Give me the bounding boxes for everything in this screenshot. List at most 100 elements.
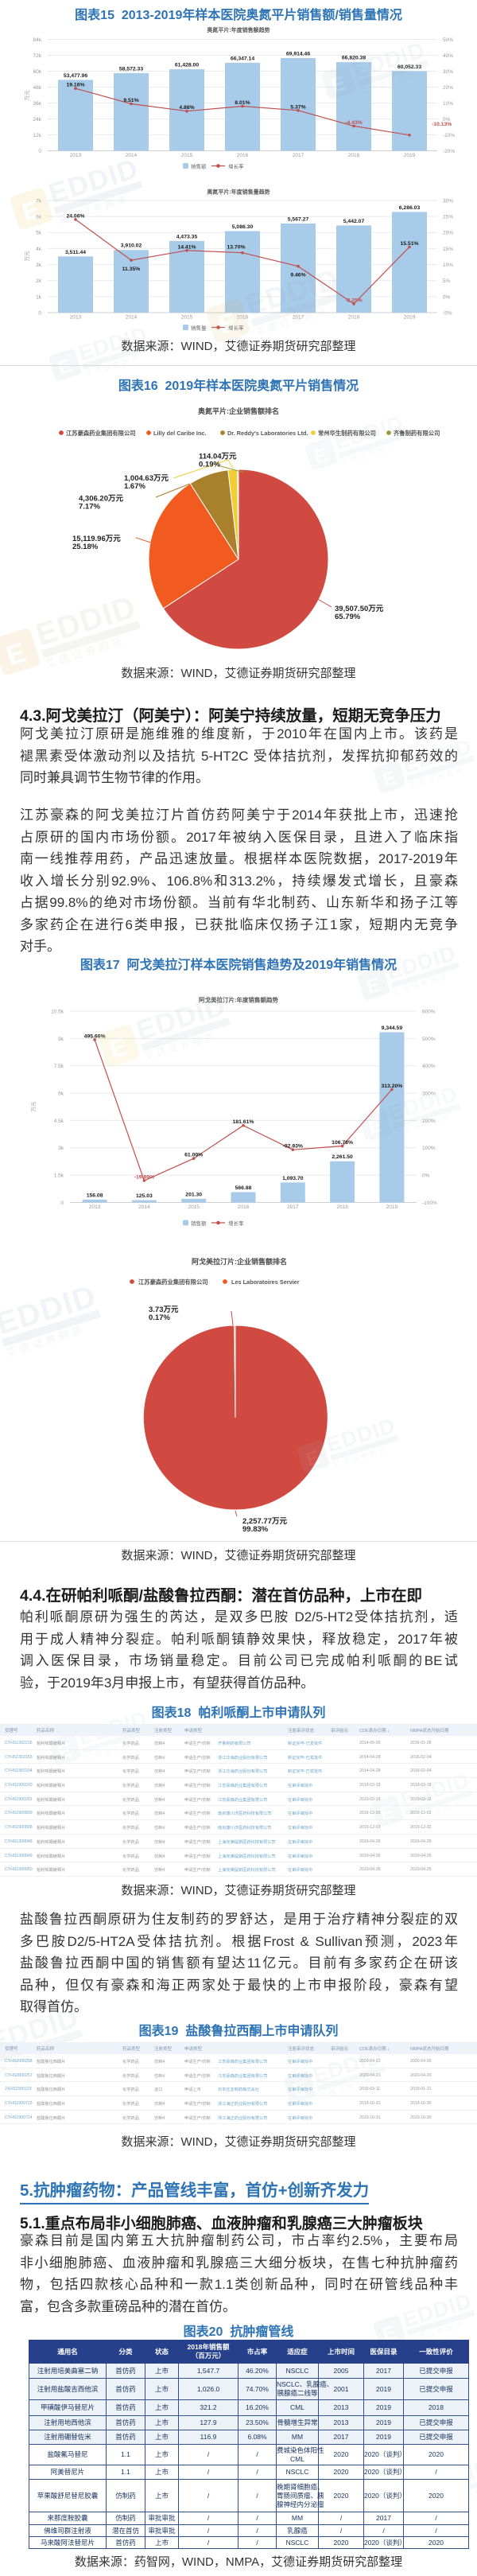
- svg-text:25.18%: 25.18%: [72, 543, 99, 551]
- svg-text:9.46%: 9.46%: [290, 273, 305, 278]
- svg-text:0%: 0%: [443, 117, 451, 123]
- svg-text:0: 0: [60, 1200, 64, 1206]
- svg-text:2014: 2014: [126, 315, 138, 321]
- svg-text:60k: 60k: [33, 69, 42, 75]
- svg-text:5.37%: 5.37%: [290, 104, 305, 110]
- svg-text:Lilly del Caribe Inc.: Lilly del Caribe Inc.: [153, 430, 207, 437]
- svg-text:1.67%: 1.67%: [124, 482, 145, 491]
- svg-text:53,477.96: 53,477.96: [64, 73, 87, 79]
- svg-text:9.51%: 9.51%: [123, 98, 138, 103]
- svg-text:E: E: [56, 1739, 74, 1764]
- svg-text:-10%: -10%: [443, 133, 455, 138]
- svg-text:2019: 2019: [386, 1204, 398, 1210]
- svg-text:200%: 200%: [422, 1119, 436, 1124]
- svg-text:61.00%: 61.00%: [184, 1153, 203, 1158]
- svg-text:阿戈美拉汀片:企业销售额排名: 阿戈美拉汀片:企业销售额排名: [192, 1257, 287, 1266]
- svg-text:24.06%: 24.06%: [66, 213, 84, 219]
- svg-text:4k: 4k: [36, 247, 42, 252]
- svg-text:4.5k: 4.5k: [54, 1119, 64, 1124]
- svg-text:-20%: -20%: [443, 149, 455, 154]
- svg-text:1,004.63万元: 1,004.63万元: [124, 474, 169, 483]
- svg-text:2017: 2017: [287, 1204, 299, 1210]
- svg-text:2016: 2016: [237, 153, 249, 158]
- svg-text:E: E: [378, 1801, 396, 1826]
- svg-text:-4.43%: -4.43%: [345, 120, 363, 126]
- svg-text:400%: 400%: [422, 1064, 436, 1069]
- svg-text:万元: 万元: [24, 90, 30, 101]
- svg-text:2019: 2019: [404, 153, 416, 158]
- svg-text:E: E: [366, 1115, 384, 1139]
- svg-text:增长率: 增长率: [228, 1220, 244, 1227]
- svg-text:156.08: 156.08: [87, 1193, 103, 1198]
- svg-text:1,093.70: 1,093.70: [282, 1176, 304, 1181]
- svg-text:100%: 100%: [422, 1146, 436, 1151]
- svg-text:15,119.96万元: 15,119.96万元: [72, 535, 121, 543]
- svg-text:2,261.50: 2,261.50: [332, 1154, 353, 1160]
- svg-text:15%: 15%: [443, 247, 453, 252]
- svg-text:2018: 2018: [336, 1204, 348, 1210]
- svg-text:19.16%: 19.16%: [66, 83, 84, 88]
- svg-text:0%: 0%: [422, 1173, 430, 1179]
- svg-text:2013: 2013: [89, 1204, 101, 1210]
- svg-text:-92.93%: -92.93%: [283, 1144, 303, 1150]
- svg-text:61,428.00: 61,428.00: [175, 63, 199, 68]
- svg-text:7.5k: 7.5k: [54, 1064, 64, 1069]
- svg-text:30%: 30%: [443, 69, 453, 75]
- svg-text:11.35%: 11.35%: [122, 267, 141, 272]
- svg-text:58,572.33: 58,572.33: [119, 66, 143, 72]
- svg-text:奥氮平片:年度销售额趋势: 奥氮平片:年度销售额趋势: [207, 26, 270, 33]
- svg-text:25%: 25%: [443, 215, 453, 220]
- svg-text:15.51%: 15.51%: [400, 241, 418, 247]
- svg-text:8.01%: 8.01%: [235, 100, 250, 106]
- svg-text:12k: 12k: [33, 133, 42, 138]
- svg-text:495.60%: 495.60%: [84, 1033, 106, 1039]
- svg-text:313.20%: 313.20%: [381, 1084, 402, 1089]
- svg-text:2014: 2014: [138, 1204, 150, 1210]
- svg-text:106.78%: 106.78%: [332, 1140, 353, 1146]
- svg-text:2015: 2015: [181, 153, 193, 158]
- svg-text:2016: 2016: [238, 1204, 250, 1210]
- svg-text:39,507.50万元: 39,507.50万元: [335, 605, 384, 613]
- svg-text:20%: 20%: [443, 85, 453, 91]
- svg-text:4,306.20万元: 4,306.20万元: [79, 495, 123, 504]
- svg-text:60,052.33: 60,052.33: [398, 64, 421, 70]
- svg-text:0.17%: 0.17%: [149, 1313, 170, 1322]
- svg-text:增长率: 增长率: [228, 163, 244, 170]
- svg-text:1k: 1k: [36, 294, 42, 300]
- svg-text:500%: 500%: [422, 1037, 436, 1042]
- svg-text:2017: 2017: [293, 153, 304, 158]
- svg-text:E: E: [56, 355, 74, 379]
- svg-text:0.19%: 0.19%: [199, 461, 220, 469]
- svg-text:万元: 万元: [24, 251, 30, 262]
- svg-text:奥氮平片:企业销售额排名: 奥氮平片:企业销售额排名: [197, 407, 279, 415]
- svg-text:销售额: 销售额: [191, 1220, 207, 1227]
- svg-text:300%: 300%: [422, 1091, 436, 1097]
- svg-text:0%: 0%: [443, 294, 451, 300]
- svg-text:2013: 2013: [70, 153, 82, 158]
- svg-text:销售额: 销售额: [191, 163, 207, 170]
- svg-text:6k: 6k: [36, 215, 42, 220]
- svg-text:48k: 48k: [33, 85, 42, 91]
- svg-text:阿戈美拉汀片:年度销售额趋势: 阿戈美拉汀片:年度销售额趋势: [199, 996, 278, 1004]
- svg-text:江苏豪森药业集团有限公司: 江苏豪森药业集团有限公司: [66, 430, 136, 437]
- svg-text:40%: 40%: [443, 53, 453, 59]
- svg-text:增长率: 增长率: [228, 325, 244, 332]
- svg-text:181.61%: 181.61%: [233, 1119, 254, 1125]
- svg-text:65.79%: 65.79%: [335, 613, 361, 621]
- svg-text:72k: 72k: [33, 53, 42, 59]
- svg-text:奥氮平片:年度销售量趋势: 奥氮平片:年度销售量趋势: [207, 189, 270, 196]
- svg-text:3k: 3k: [36, 263, 42, 268]
- svg-text:5k: 5k: [36, 231, 42, 236]
- svg-text:2013: 2013: [70, 315, 82, 321]
- svg-text:5%: 5%: [443, 278, 451, 284]
- svg-text:3.73万元: 3.73万元: [149, 1306, 179, 1314]
- svg-text:4,473.35: 4,473.35: [176, 234, 198, 239]
- svg-text:E: E: [304, 1446, 322, 1471]
- svg-text:齐鲁制药有限公司: 齐鲁制药有限公司: [394, 430, 440, 437]
- svg-text:84k: 84k: [33, 37, 42, 43]
- svg-text:125.03: 125.03: [136, 1193, 153, 1199]
- svg-text:3,910.02: 3,910.02: [121, 243, 142, 249]
- svg-text:5,086.30: 5,086.30: [232, 224, 254, 230]
- svg-text:万元: 万元: [30, 1101, 37, 1112]
- svg-text:-2.25%: -2.25%: [345, 298, 363, 303]
